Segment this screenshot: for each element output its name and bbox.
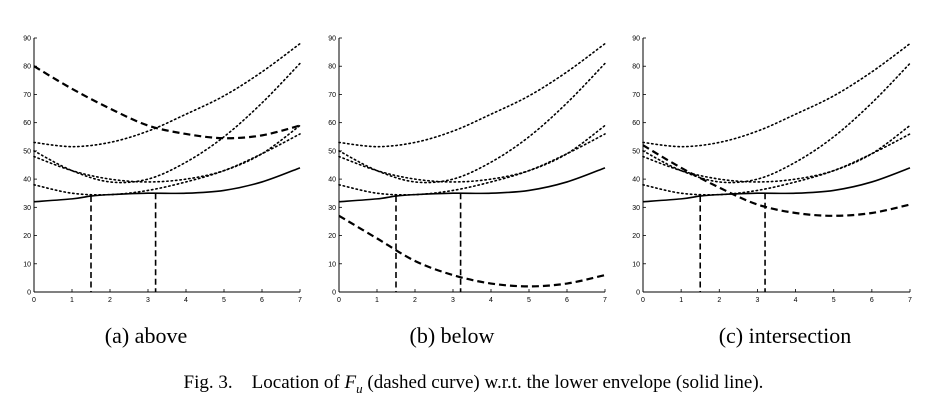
x-tick-label: 3 <box>146 297 150 304</box>
subcaption-c: (c) intersection <box>719 323 852 348</box>
dotted-curve-4 <box>642 133 911 196</box>
y-tick-label: 30 <box>328 205 336 212</box>
y-tick-label: 30 <box>23 205 31 212</box>
figure-caption: Fig. 3. Location of Fu (dashed curve) w.… <box>0 372 947 397</box>
y-tick-label: 40 <box>23 177 31 184</box>
panel-a: 0 10 20 30 40 50 60 70 80 90 0 1 2 3 4 5 6 7 (a) above <box>23 36 302 349</box>
y-tick-label: 70 <box>23 92 31 99</box>
y-tick-label: 60 <box>328 120 336 127</box>
caption-before-symbol: Location of <box>251 372 345 393</box>
dotted-curve-2 <box>338 62 606 184</box>
y-tick-label: 20 <box>328 233 336 240</box>
caption-subscript: u <box>356 380 363 396</box>
x-tick-label: 7 <box>603 297 607 304</box>
dotted-curve-1 <box>33 42 301 148</box>
lower-envelope-line <box>642 167 911 203</box>
y-tick-label: 0 <box>636 290 640 297</box>
y-tick-label: 0 <box>27 290 31 297</box>
x-tick-label: 6 <box>870 297 874 304</box>
dotted-curve-4 <box>33 133 301 196</box>
x-tick-label: 7 <box>908 297 912 304</box>
dashed-curve-fu <box>642 144 911 217</box>
dotted-curve-3 <box>33 124 301 183</box>
caption-after-symbol: (dashed curve) w.r.t. the lower envelope… <box>362 372 764 393</box>
y-tick-label: 60 <box>23 120 31 127</box>
x-tick-label: 2 <box>108 297 112 304</box>
lower-envelope-line <box>33 167 301 203</box>
x-tick-label: 5 <box>832 297 836 304</box>
dotted-curve-1 <box>642 42 911 148</box>
y-tick-label: 40 <box>328 177 336 184</box>
y-tick-label: 10 <box>23 261 31 268</box>
panel-b: 0 10 20 30 40 50 60 70 80 90 0 1 2 3 4 5 6 7 (b) below <box>328 36 607 349</box>
y-tick-label: 80 <box>328 64 336 71</box>
x-tick-label: 4 <box>184 297 188 304</box>
dashed-curve-fu <box>33 65 301 140</box>
dotted-curve-2 <box>642 62 911 184</box>
x-tick-label: 0 <box>641 297 645 304</box>
dotted-curve-4 <box>338 133 606 196</box>
dashed-curve-fu <box>338 214 606 288</box>
y-tick-label: 50 <box>632 148 640 155</box>
subcaption-b: (b) below <box>410 323 495 348</box>
x-tick-label: 1 <box>70 297 74 304</box>
y-tick-label: 90 <box>328 36 336 43</box>
y-tick-label: 50 <box>23 148 31 155</box>
y-tick-label: 60 <box>632 120 640 127</box>
y-tick-label: 80 <box>23 64 31 71</box>
x-tick-label: 1 <box>375 297 379 304</box>
x-tick-label: 5 <box>527 297 531 304</box>
x-tick-label: 1 <box>679 297 683 304</box>
y-tick-label: 70 <box>632 92 640 99</box>
x-tick-label: 3 <box>451 297 455 304</box>
x-tick-label: 5 <box>222 297 226 304</box>
subcaption-a: (a) above <box>105 323 187 348</box>
y-tick-label: 0 <box>332 290 336 297</box>
caption-prefix: Fig. 3. <box>183 372 233 393</box>
y-tick-label: 20 <box>23 233 31 240</box>
dotted-curve-2 <box>33 62 301 184</box>
x-tick-label: 2 <box>717 297 721 304</box>
x-tick-label: 6 <box>565 297 569 304</box>
panel-c: 0 10 20 30 40 50 60 70 80 90 0 1 2 3 4 5 6 7 (c) intersect… <box>632 36 912 349</box>
y-tick-label: 70 <box>328 92 336 99</box>
dotted-curve-1 <box>338 42 606 148</box>
x-tick-label: 7 <box>298 297 302 304</box>
caption-symbol: F <box>344 372 357 393</box>
x-tick-label: 4 <box>489 297 493 304</box>
y-tick-label: 50 <box>328 148 336 155</box>
dotted-curve-3 <box>338 124 606 183</box>
x-tick-label: 3 <box>755 297 759 304</box>
y-tick-label: 20 <box>632 233 640 240</box>
y-tick-label: 80 <box>632 64 640 71</box>
lower-envelope-line <box>338 167 606 203</box>
y-tick-label: 40 <box>632 177 640 184</box>
x-tick-label: 2 <box>413 297 417 304</box>
y-tick-label: 30 <box>632 205 640 212</box>
x-tick-label: 0 <box>337 297 341 304</box>
x-tick-label: 4 <box>794 297 798 304</box>
x-tick-label: 6 <box>260 297 264 304</box>
y-tick-label: 90 <box>23 36 31 43</box>
y-tick-label: 90 <box>632 36 640 43</box>
y-tick-label: 10 <box>328 261 336 268</box>
y-tick-label: 10 <box>632 261 640 268</box>
x-tick-label: 0 <box>32 297 36 304</box>
dotted-curve-3 <box>642 124 911 183</box>
